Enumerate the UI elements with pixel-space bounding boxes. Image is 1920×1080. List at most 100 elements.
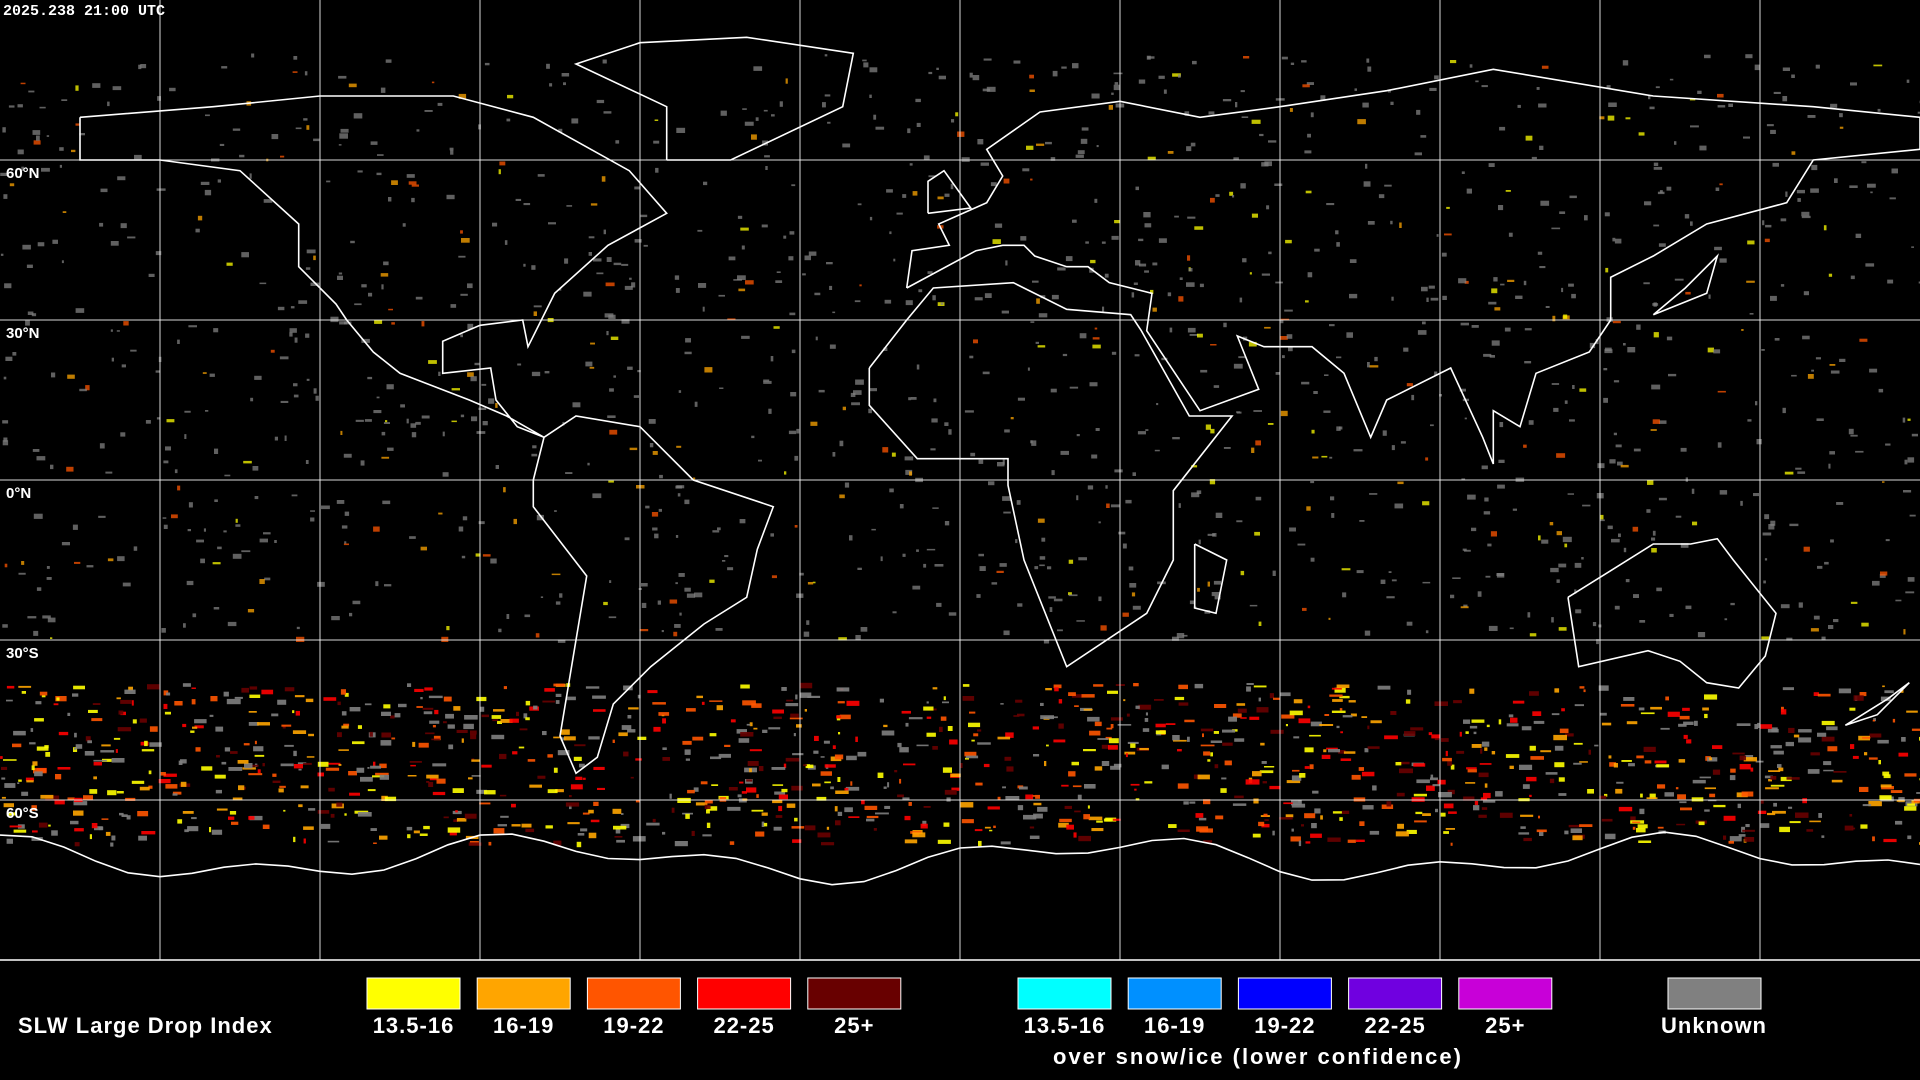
cloud-pixel	[1398, 761, 1410, 765]
cloud-pixel	[1321, 455, 1328, 458]
cloud-pixel	[1439, 394, 1442, 397]
cloud-pixel	[1554, 762, 1565, 768]
cloud-pixel	[4, 563, 8, 568]
cloud-pixel	[1110, 504, 1120, 508]
cloud-pixel	[904, 815, 911, 821]
cloud-pixel	[1574, 562, 1582, 568]
cloud-pixel	[1083, 814, 1090, 820]
cloud-pixel	[1080, 138, 1088, 144]
cloud-pixel	[1795, 467, 1802, 470]
cloud-pixel	[1664, 792, 1674, 797]
cloud-pixel	[882, 447, 889, 453]
cloud-pixel	[446, 626, 450, 631]
cloud-pixel	[1488, 625, 1498, 631]
cloud-pixel	[1017, 713, 1025, 717]
cloud-pixel	[704, 804, 711, 809]
cloud-pixel	[1829, 451, 1835, 455]
cloud-pixel	[1302, 84, 1310, 88]
cloud-pixel	[812, 581, 816, 584]
cloud-pixel	[1537, 251, 1543, 255]
cloud-pixel	[1288, 346, 1293, 352]
cloud-pixel	[1158, 238, 1167, 243]
cloud-pixel	[344, 692, 349, 697]
cloud-pixel	[1643, 746, 1656, 752]
cloud-pixel	[1239, 297, 1243, 303]
cloud-pixel	[117, 556, 125, 562]
cloud-pixel	[947, 726, 953, 731]
cloud-pixel	[456, 818, 467, 822]
cloud-pixel	[409, 761, 422, 763]
cloud-pixel	[1461, 478, 1466, 481]
cloud-pixel	[1413, 763, 1426, 767]
cloud-pixel	[1760, 823, 1770, 828]
cloud-pixel	[367, 376, 373, 380]
cloud-pixel	[1652, 530, 1656, 536]
cloud-pixel	[1108, 738, 1119, 744]
cloud-pixel	[398, 703, 407, 708]
cloud-pixel	[1780, 776, 1792, 782]
cloud-pixel	[1872, 719, 1875, 722]
cloud-pixel	[1486, 724, 1490, 728]
cloud-pixel	[624, 537, 630, 541]
cloud-pixel	[1249, 604, 1258, 607]
cloud-pixel	[987, 806, 1000, 810]
cloud-pixel	[438, 371, 441, 376]
cloud-pixel	[296, 636, 305, 642]
cloud-pixel	[1126, 713, 1130, 717]
cloud-pixel	[0, 253, 4, 256]
cloud-pixel	[1286, 780, 1301, 784]
cloud-pixel	[1261, 162, 1269, 167]
cloud-pixel	[637, 736, 647, 740]
cloud-pixel	[582, 812, 590, 815]
cloud-pixel	[1304, 813, 1316, 819]
cloud-pixel	[1314, 808, 1321, 814]
cloud-pixel	[431, 738, 440, 741]
cloud-pixel	[93, 776, 97, 780]
cloud-pixel	[1723, 815, 1736, 821]
cloud-pixel	[224, 474, 231, 477]
cloud-pixel	[174, 469, 178, 474]
cloud-pixel	[1179, 277, 1183, 280]
cloud-pixel	[588, 736, 600, 740]
cloud-pixel	[523, 203, 531, 206]
cloud-pixel	[166, 419, 175, 423]
cloud-pixel	[1496, 573, 1505, 578]
cloud-pixel	[205, 410, 209, 412]
cloud-pixel	[1613, 380, 1620, 383]
cloud-pixel	[259, 282, 267, 285]
cloud-pixel	[1707, 757, 1718, 762]
cloud-pixel	[471, 759, 480, 762]
cloud-pixel	[507, 94, 514, 99]
cloud-pixel	[771, 114, 775, 117]
cloud-pixel	[53, 703, 59, 706]
cloud-pixel	[1568, 824, 1581, 828]
cloud-pixel	[476, 789, 488, 794]
cloud-pixel	[1346, 332, 1353, 338]
legend-label: 16-19	[1144, 1013, 1205, 1038]
cloud-pixel	[1456, 750, 1465, 754]
cloud-pixel	[794, 525, 798, 528]
cloud-pixel	[1426, 785, 1435, 791]
cloud-pixel	[1683, 734, 1688, 739]
cloud-pixel	[252, 466, 259, 471]
cloud-pixel	[1434, 371, 1438, 376]
cloud-pixel	[1108, 105, 1113, 110]
cloud-pixel	[105, 831, 111, 836]
cloud-pixel	[1044, 761, 1047, 767]
cloud-pixel	[1815, 64, 1820, 69]
cloud-pixel	[546, 63, 550, 69]
cloud-pixel	[753, 727, 758, 730]
cloud-pixel	[1723, 835, 1727, 840]
cloud-pixel	[1000, 841, 1011, 845]
cloud-pixel	[1608, 755, 1612, 759]
cloud-pixel	[1714, 246, 1722, 251]
cloud-pixel	[375, 772, 389, 776]
cloud-pixel	[1282, 355, 1285, 359]
cloud-pixel	[1197, 587, 1200, 592]
cloud-pixel	[1773, 802, 1777, 807]
cloud-pixel	[1414, 152, 1422, 156]
cloud-pixel	[1540, 200, 1550, 206]
cloud-pixel	[864, 805, 878, 810]
cloud-pixel	[120, 432, 126, 437]
cloud-pixel	[717, 527, 721, 531]
